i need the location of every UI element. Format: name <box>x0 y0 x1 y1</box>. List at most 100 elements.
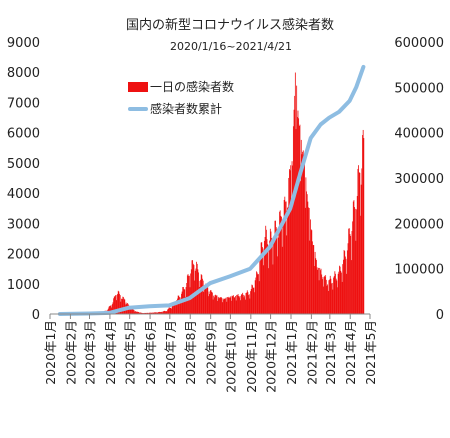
daily-bar <box>300 139 302 314</box>
x-axis <box>49 313 371 319</box>
daily-bar <box>227 297 229 314</box>
daily-bar <box>132 309 134 314</box>
daily-bar <box>355 240 357 314</box>
daily-bar <box>330 278 332 314</box>
daily-bar <box>144 312 146 314</box>
daily-bar <box>206 286 208 314</box>
daily-bar <box>138 312 140 314</box>
daily-bar <box>191 260 193 314</box>
daily-bar <box>130 309 132 314</box>
left-tick-label: 2000 <box>7 248 40 263</box>
daily-bar <box>159 311 161 314</box>
daily-bar <box>334 271 336 314</box>
daily-bar <box>199 280 201 314</box>
daily-bar <box>200 279 201 314</box>
daily-bar <box>211 292 213 314</box>
daily-bar <box>296 85 298 314</box>
daily-bar <box>298 125 300 314</box>
daily-bar <box>345 258 347 314</box>
daily-bar <box>232 296 234 314</box>
daily-bar <box>323 286 325 314</box>
daily-bar <box>214 295 216 314</box>
daily-bar <box>188 275 190 314</box>
daily-bar <box>136 311 138 314</box>
daily-bar <box>152 312 153 314</box>
daily-bar <box>306 194 308 314</box>
daily-bar <box>231 295 233 314</box>
daily-bar <box>134 311 136 314</box>
daily-bar <box>135 311 137 314</box>
daily-bar <box>273 236 275 314</box>
daily-bar <box>341 272 342 314</box>
daily-bar <box>132 309 134 314</box>
daily-bar <box>317 269 319 314</box>
daily-bar <box>348 228 350 314</box>
daily-bar <box>307 201 309 314</box>
daily-bar <box>328 280 330 314</box>
daily-bar <box>247 292 249 314</box>
daily-bar <box>122 296 124 314</box>
daily-bar <box>242 294 244 314</box>
daily-bar <box>142 312 144 314</box>
daily-bar <box>119 295 121 314</box>
daily-bar <box>332 289 334 314</box>
daily-bar <box>335 273 336 314</box>
daily-bar <box>248 294 250 314</box>
daily-bar <box>140 312 142 314</box>
daily-bar <box>340 270 342 314</box>
daily-bar <box>272 264 274 314</box>
left-tick-label: 7000 <box>7 96 40 111</box>
daily-bar <box>331 283 332 314</box>
daily-bar <box>279 210 281 314</box>
daily-bar <box>254 280 256 314</box>
daily-bar <box>283 199 285 314</box>
daily-bar <box>254 292 255 314</box>
daily-bar <box>179 297 180 314</box>
daily-bar <box>356 209 357 314</box>
daily-bar <box>339 265 340 314</box>
right-tick-label: 300000 <box>394 172 444 187</box>
daily-bar <box>325 275 327 314</box>
daily-bar <box>343 259 344 314</box>
daily-bar <box>223 298 225 314</box>
daily-bar <box>333 277 334 314</box>
daily-bar <box>310 229 312 314</box>
daily-bar <box>145 312 147 314</box>
daily-bar <box>210 290 212 314</box>
daily-bar <box>342 264 344 314</box>
daily-bar <box>305 177 307 314</box>
daily-bar <box>219 297 221 314</box>
daily-bar <box>258 281 260 314</box>
daily-bar <box>358 165 359 314</box>
daily-bar <box>362 135 363 314</box>
daily-bar <box>287 207 288 314</box>
daily-bar <box>292 126 294 315</box>
daily-bar <box>327 290 329 314</box>
daily-bar <box>169 307 170 314</box>
daily-bar <box>256 271 257 314</box>
x-tick-label: 2020年6月 <box>143 320 158 385</box>
daily-bar <box>189 287 191 314</box>
daily-bar <box>130 308 132 314</box>
daily-bar <box>204 287 206 314</box>
daily-bar <box>213 297 215 314</box>
legend-swatch-bar <box>128 81 148 92</box>
daily-bar <box>113 296 115 314</box>
daily-bar <box>349 234 351 314</box>
daily-bar <box>350 235 352 314</box>
daily-bar <box>233 295 234 314</box>
daily-bar <box>303 159 305 314</box>
daily-bar <box>290 203 292 314</box>
daily-bar <box>246 292 248 314</box>
left-tick-label: 9000 <box>7 36 40 51</box>
daily-bar <box>202 280 204 314</box>
daily-bar <box>238 296 240 314</box>
daily-bar <box>338 271 340 314</box>
daily-bar <box>312 245 314 314</box>
daily-bar <box>302 150 304 314</box>
daily-bar <box>337 273 339 314</box>
legend-item-daily: 一日の感染者数 <box>128 78 234 95</box>
daily-cases-bars <box>61 72 365 315</box>
daily-bar <box>109 305 111 314</box>
